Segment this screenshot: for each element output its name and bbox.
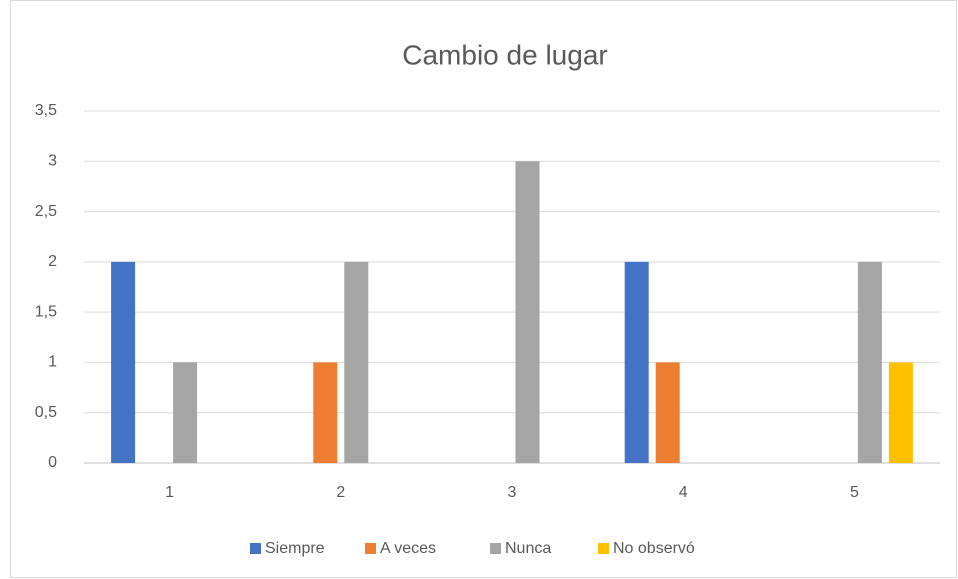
x-tick-label: 3 [508, 484, 517, 501]
x-tick-label: 2 [336, 484, 345, 501]
bar [344, 261, 369, 463]
x-tick-label: 4 [679, 484, 688, 501]
legend-swatch [490, 543, 501, 554]
legend-label: Nunca [505, 540, 551, 557]
x-tick-label: 1 [165, 484, 174, 501]
chart-border [10, 0, 957, 578]
chart-title: Cambio de lugar [402, 39, 607, 70]
y-tick-label: 2 [48, 253, 57, 270]
legend-swatch [598, 543, 609, 554]
y-tick-label: 3 [48, 153, 57, 170]
y-tick-label: 1 [48, 354, 57, 371]
y-tick-label: 3,5 [35, 102, 57, 119]
bar [857, 261, 882, 463]
bar [624, 261, 649, 463]
legend-label: A veces [380, 540, 436, 557]
y-tick-label: 0,5 [35, 404, 57, 421]
x-tick-label: 5 [850, 484, 859, 501]
bar [111, 261, 136, 463]
bar [888, 362, 913, 463]
y-tick-label: 2,5 [35, 203, 57, 220]
legend-swatch [365, 543, 376, 554]
legend-label: No observó [613, 540, 695, 557]
y-tick-label: 0 [48, 454, 57, 471]
y-tick-label: 1,5 [35, 303, 57, 320]
bar [173, 362, 198, 463]
bar [515, 161, 540, 464]
bar [313, 362, 338, 463]
legend-label: Siempre [265, 540, 325, 557]
legend-swatch [250, 543, 261, 554]
bar [655, 362, 680, 463]
